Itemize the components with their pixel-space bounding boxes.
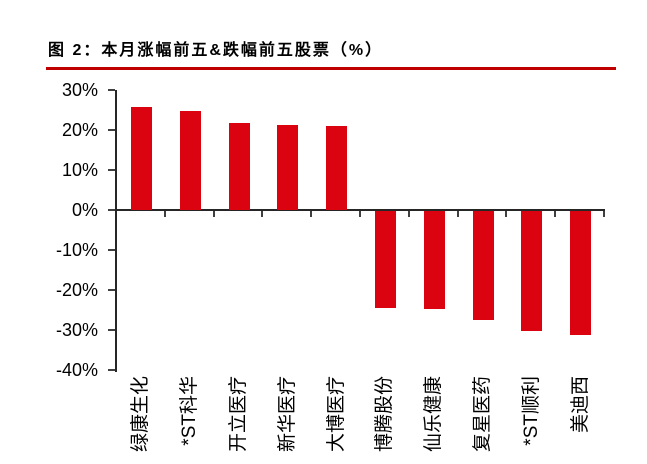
x-axis-label: 仙乐健康 xyxy=(423,376,445,453)
y-axis-tick xyxy=(108,169,115,171)
x-axis-tick xyxy=(456,211,459,217)
x-axis-label: 美迪西 xyxy=(569,376,591,434)
x-axis-tick xyxy=(261,211,264,217)
x-axis xyxy=(115,209,605,211)
x-axis-label: 新华医疗 xyxy=(276,376,298,453)
y-axis-label: 0% xyxy=(71,200,98,220)
bar xyxy=(521,211,543,331)
y-axis-tick xyxy=(108,249,115,251)
y-axis-label: -10% xyxy=(55,240,98,260)
y-axis-label: -40% xyxy=(55,360,98,380)
x-axis-tick xyxy=(163,211,166,217)
x-axis-label: 博腾股份 xyxy=(374,376,396,453)
y-axis xyxy=(115,90,117,372)
figure-title: 图 2：本月涨幅前五&跌幅前五股票（%） xyxy=(48,42,384,59)
x-axis-tick xyxy=(505,211,508,217)
x-axis-tick xyxy=(359,211,361,217)
y-axis-tick xyxy=(108,329,115,331)
x-axis-tick xyxy=(310,211,313,217)
y-axis-tick xyxy=(108,209,115,211)
x-axis-tick xyxy=(603,211,605,217)
y-axis-label: 30% xyxy=(61,80,98,100)
bar xyxy=(277,124,299,210)
x-axis-label: 开立医疗 xyxy=(228,376,249,453)
y-axis-label: 10% xyxy=(61,160,98,180)
bar xyxy=(423,211,445,309)
bar xyxy=(130,106,152,210)
bar xyxy=(228,122,250,210)
y-axis-tick xyxy=(108,89,115,91)
y-axis-label: -20% xyxy=(55,280,98,300)
x-axis-label: 复星医药 xyxy=(472,376,493,453)
y-axis-label: 20% xyxy=(61,120,98,140)
bar xyxy=(179,110,201,210)
bar xyxy=(570,211,592,335)
x-axis-label: 绿康生化 xyxy=(130,376,152,453)
x-axis-label: *ST顺利 xyxy=(520,376,542,446)
bar xyxy=(326,126,348,210)
title-underline-rule xyxy=(46,67,616,70)
bar xyxy=(374,211,396,308)
y-axis-tick xyxy=(108,289,115,291)
x-axis-tick xyxy=(554,211,557,217)
y-axis-tick xyxy=(108,369,115,371)
y-axis-label: -30% xyxy=(55,320,98,340)
y-axis-tick xyxy=(108,129,115,131)
x-axis-label: 大博医疗 xyxy=(325,376,347,453)
bar xyxy=(472,211,494,321)
x-axis-label: *ST科华 xyxy=(179,376,201,446)
x-axis-tick xyxy=(407,211,410,217)
x-axis-tick xyxy=(212,211,215,217)
